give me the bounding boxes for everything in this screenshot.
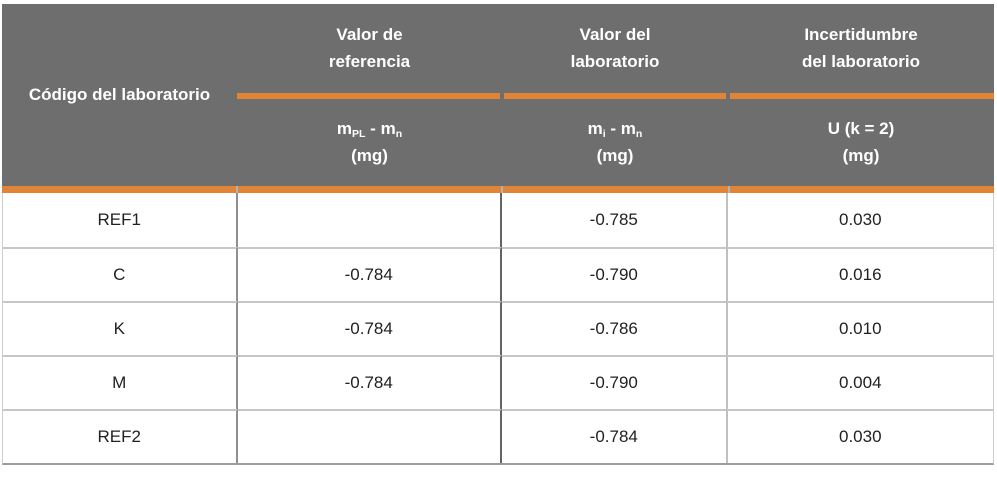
header-bottom-orange-bar (2, 186, 994, 193)
cell-lab-value: -0.786 (501, 301, 728, 355)
cell-uncertainty: 0.010 (727, 301, 993, 355)
cell-code: C (3, 247, 238, 301)
subheader-ref-formula: mPL - mn (mg) (237, 99, 502, 186)
cell-ref-value (237, 193, 502, 247)
cell-uncertainty: 0.004 (727, 355, 993, 409)
header-codigo-del-laboratorio: Código del laboratorio (2, 4, 237, 186)
orange-rule-segment (730, 93, 994, 99)
unit-label: (mg) (351, 145, 388, 165)
orange-bar-segment (237, 186, 501, 193)
unit-label: (mg) (842, 145, 880, 165)
table-body: REF1 -0.785 0.030 C -0.784 -0.790 0.016 … (2, 193, 994, 465)
header-group-valor-de-referencia: Valor de referencia (237, 4, 502, 93)
header-codigo-label: Código del laboratorio (28, 84, 211, 104)
cell-uncertainty: 0.030 (727, 193, 993, 247)
cell-code: M (3, 355, 238, 409)
header-group-label: Valor del laboratorio (570, 25, 660, 71)
table-header: Código del laboratorio Valor de referenc… (2, 4, 994, 186)
header-group-label: Valor de referencia (328, 25, 411, 71)
subheader-lab-formula: mi - mn (mg) (502, 99, 728, 186)
cell-lab-value: -0.790 (501, 355, 728, 409)
header-group-incertidumbre: Incertidumbre del laboratorio (728, 4, 994, 93)
orange-bar-segment (502, 186, 728, 193)
cell-ref-value: -0.784 (237, 301, 502, 355)
cell-ref-value: -0.784 (237, 247, 502, 301)
subheader-uncertainty-formula: U (k = 2) (mg) (728, 99, 994, 186)
cell-lab-value: -0.784 (501, 409, 728, 463)
cell-lab-value: -0.785 (501, 193, 728, 247)
cell-uncertainty: 0.016 (727, 247, 993, 301)
cell-uncertainty: 0.030 (727, 409, 993, 463)
formula-mi-mn: mi - mn (587, 119, 643, 141)
orange-rule-segment (237, 93, 500, 99)
cell-code: REF2 (3, 409, 238, 463)
cell-code: REF1 (3, 193, 238, 247)
cell-ref-value (237, 409, 502, 463)
header-group-label: Incertidumbre del laboratorio (801, 25, 921, 71)
cell-ref-value: -0.784 (237, 355, 502, 409)
cell-code: K (3, 301, 238, 355)
orange-bar-segment (2, 186, 236, 193)
formula-mpl-mn: mPL - mn (336, 119, 403, 141)
formula-u-k2: U (k = 2) (827, 119, 895, 139)
header-group-valor-del-laboratorio: Valor del laboratorio (502, 4, 728, 93)
unit-label: (mg) (596, 145, 634, 165)
results-table: Código del laboratorio Valor de referenc… (2, 4, 994, 465)
cell-lab-value: -0.790 (501, 247, 728, 301)
orange-rule-segment (504, 93, 726, 99)
orange-bar-segment (729, 186, 994, 193)
